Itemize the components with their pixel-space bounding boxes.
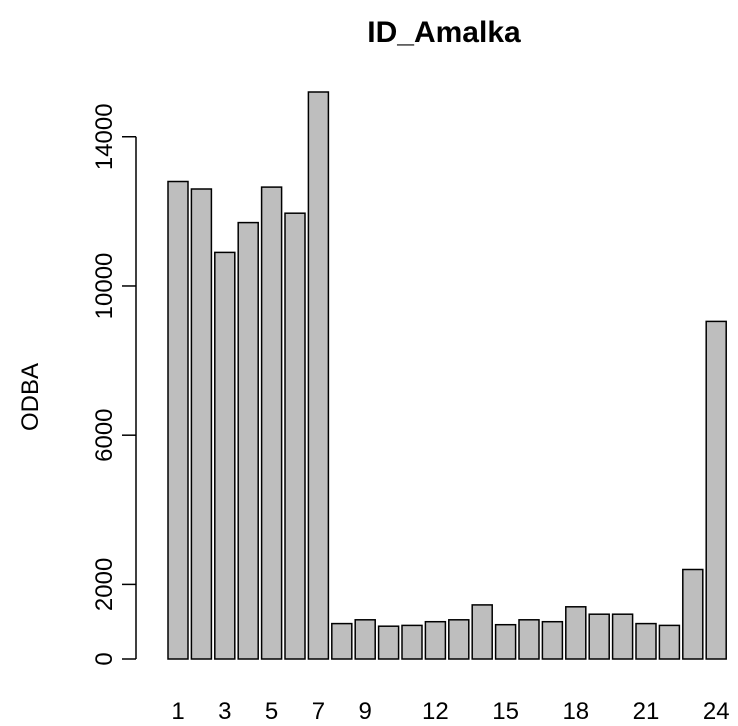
bar-12 [424, 620, 447, 660]
bar-1 [167, 180, 189, 660]
bar-5 [260, 186, 283, 660]
x-tick-label: 24 [703, 698, 730, 725]
y-tick-label: 10000 [91, 253, 118, 320]
bar-10 [377, 625, 400, 660]
x-tick-label: 5 [265, 698, 278, 725]
x-tick-label: 3 [218, 698, 231, 725]
y-tick-label: 2000 [91, 558, 118, 611]
bar-18 [565, 606, 587, 660]
y-tick-label: 0 [91, 652, 118, 665]
bar-17 [541, 620, 564, 660]
chart-title: ID_Amalka [367, 16, 521, 49]
bar-20 [611, 613, 634, 660]
y-tick-label: 6000 [91, 408, 118, 461]
y-tick-label: 14000 [91, 103, 118, 170]
bar-21 [635, 622, 657, 660]
bar-9 [354, 619, 376, 660]
x-tick-label: 1 [171, 698, 184, 725]
bar-16 [518, 619, 540, 660]
bar-15 [494, 623, 517, 660]
bar-23 [682, 568, 704, 660]
bar-8 [331, 622, 353, 660]
x-axis-tick-labels: 1 3 5 7 9 12 15 18 21 24 [171, 698, 729, 725]
bar-3 [214, 251, 236, 660]
bar-13 [448, 619, 470, 660]
x-tick-label: 15 [492, 698, 519, 725]
bar-11 [401, 624, 423, 660]
x-tick-label: 21 [633, 698, 660, 725]
bar-4 [237, 221, 259, 660]
bar-14 [471, 604, 493, 660]
bar-6 [284, 212, 306, 660]
y-axis-label: ODBA [17, 363, 44, 431]
bars [167, 91, 727, 660]
x-tick-label: 9 [359, 698, 372, 725]
bar-24 [705, 320, 727, 660]
bar-19 [588, 613, 610, 660]
x-tick-label: 7 [312, 698, 325, 725]
bar-22 [658, 624, 681, 660]
x-tick-label: 18 [562, 698, 589, 725]
bar-7 [307, 91, 330, 660]
x-tick-label: 12 [422, 698, 449, 725]
y-axis: 0 2000 6000 10000 14000 [91, 103, 137, 666]
bar-2 [190, 188, 213, 660]
